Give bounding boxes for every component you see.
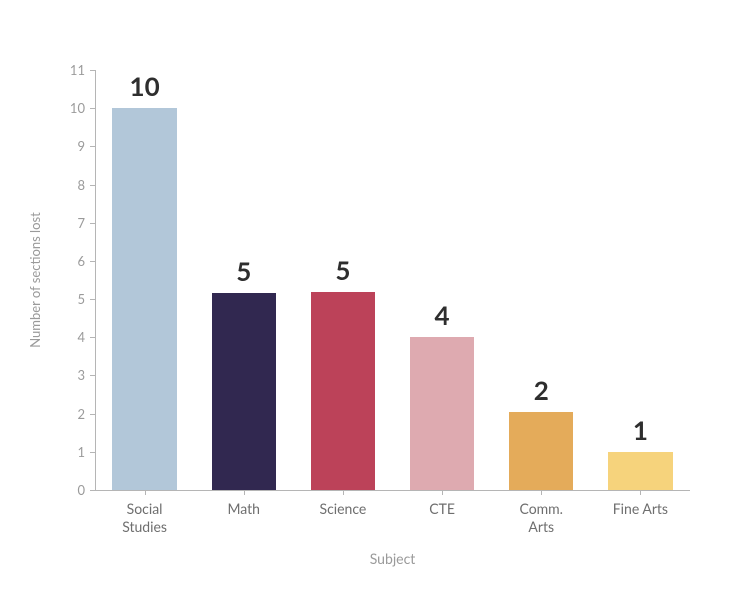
y-axis-line [95, 70, 96, 490]
bar-chart: Number of sections lost Subject 01234567… [0, 0, 743, 609]
bar [212, 293, 276, 490]
plot-area: 01234567891011SocialStudies10Math5Scienc… [95, 70, 690, 490]
y-tick-label: 7 [60, 215, 85, 231]
y-tick-label: 8 [60, 177, 85, 193]
x-tick-label: Comm.Arts [492, 500, 591, 535]
x-tick-mark [343, 490, 344, 495]
x-tick-mark [145, 490, 146, 495]
bar-value-label: 1 [591, 414, 690, 446]
y-tick-label: 6 [60, 253, 85, 269]
x-tick-mark [442, 490, 443, 495]
x-axis-line [95, 490, 690, 491]
y-tick-mark [90, 223, 95, 224]
y-tick-mark [90, 108, 95, 109]
bar-value-label: 5 [194, 255, 293, 287]
bar [112, 108, 176, 490]
y-tick-label: 10 [60, 100, 85, 116]
x-tick-mark [541, 490, 542, 495]
bar-value-label: 10 [95, 70, 194, 102]
x-tick-label: CTE [393, 500, 492, 518]
x-tick-label: Math [194, 500, 293, 518]
y-tick-mark [90, 337, 95, 338]
y-tick-mark [90, 185, 95, 186]
bar-value-label: 5 [293, 254, 392, 286]
bar-value-label: 4 [393, 299, 492, 331]
x-tick-mark [640, 490, 641, 495]
y-tick-mark [90, 146, 95, 147]
y-tick-label: 2 [60, 406, 85, 422]
bar-value-label: 2 [492, 374, 591, 406]
x-tick-label: Fine Arts [591, 500, 690, 518]
bar [311, 292, 375, 490]
y-tick-label: 4 [60, 329, 85, 345]
y-tick-label: 1 [60, 444, 85, 460]
y-tick-mark [90, 375, 95, 376]
bar [608, 452, 672, 490]
y-tick-label: 0 [60, 482, 85, 498]
y-tick-label: 11 [60, 62, 85, 78]
y-tick-mark [90, 261, 95, 262]
y-tick-label: 3 [60, 367, 85, 383]
x-tick-mark [244, 490, 245, 495]
x-tick-label: Science [293, 500, 392, 518]
y-axis-label: Number of sections lost [27, 212, 43, 348]
bar [509, 412, 573, 490]
y-tick-mark [90, 299, 95, 300]
y-tick-mark [90, 414, 95, 415]
y-tick-mark [90, 490, 95, 491]
y-tick-label: 9 [60, 138, 85, 154]
x-tick-label: SocialStudies [95, 500, 194, 535]
x-axis-label: Subject [343, 550, 443, 567]
y-tick-label: 5 [60, 291, 85, 307]
y-tick-mark [90, 452, 95, 453]
bar [410, 337, 474, 490]
